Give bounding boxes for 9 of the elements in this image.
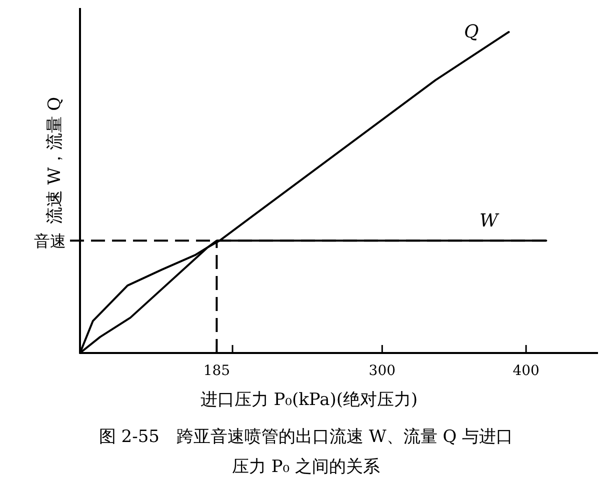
x-tick-label: 400: [512, 363, 540, 379]
x-axis-title: 进口压力 P₀(kPa)(绝对压力): [200, 390, 418, 410]
ref-line-label: 音速: [34, 232, 66, 251]
y-axis-title: 流速 W，流量 Q: [45, 96, 65, 224]
series-label: W: [480, 210, 500, 232]
text: 图 2-55 跨亚音速喷管的出口流速 W、流量 Q 与进口压力 P₀ 之间的关系: [98, 426, 514, 479]
x-tick-label: 300: [368, 363, 396, 379]
series-label: Q: [464, 21, 480, 42]
x-tick-label: 185: [203, 363, 230, 379]
